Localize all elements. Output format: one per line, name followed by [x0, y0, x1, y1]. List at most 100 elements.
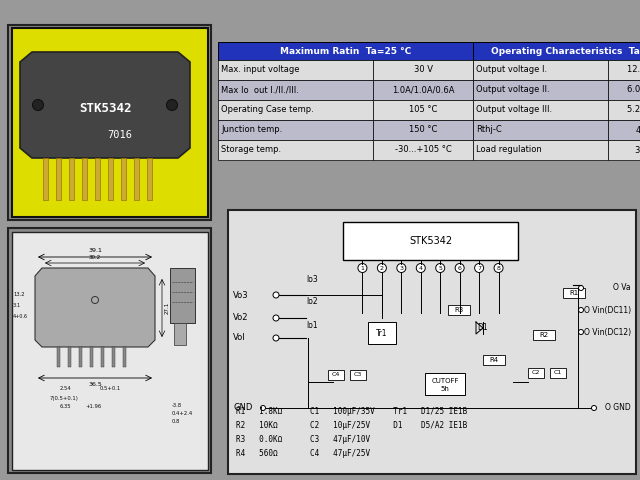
Bar	[134, 158, 138, 200]
Text: 5: 5	[438, 265, 442, 271]
Text: Max. input voltage: Max. input voltage	[221, 65, 300, 74]
Text: 5.25 ±0.1V: 5.25 ±0.1V	[627, 106, 640, 115]
Text: Vo2: Vo2	[233, 313, 248, 323]
Bar	[218, 80, 373, 100]
Bar	[42, 158, 47, 200]
Bar	[373, 140, 473, 160]
Text: Load regulation: Load regulation	[476, 145, 541, 155]
Text: Vo3: Vo3	[233, 290, 248, 300]
Text: R3   0.0KΩ      C3   47µF/10V: R3 0.0KΩ C3 47µF/10V	[236, 435, 370, 444]
Text: C4: C4	[332, 372, 340, 377]
Text: Maximum Ratin  Ta=25 °C: Maximum Ratin Ta=25 °C	[280, 47, 411, 56]
Bar	[533, 330, 555, 340]
Bar	[147, 158, 152, 200]
Text: GND: GND	[233, 404, 252, 412]
Bar	[218, 42, 473, 60]
Bar	[12, 28, 208, 217]
Bar	[608, 120, 640, 140]
Bar	[368, 322, 396, 344]
Text: STK5342: STK5342	[409, 236, 452, 246]
Text: Tr1: Tr1	[376, 328, 388, 337]
Bar	[228, 210, 636, 474]
Bar	[473, 120, 608, 140]
Bar	[483, 355, 505, 365]
Text: 36.5: 36.5	[88, 382, 102, 387]
Text: O Vin(DC12): O Vin(DC12)	[584, 327, 631, 336]
Circle shape	[416, 264, 425, 273]
Text: 8: 8	[497, 265, 500, 271]
Text: 6.00 ±0.2V: 6.00 ±0.2V	[627, 85, 640, 95]
Circle shape	[378, 264, 387, 273]
Text: R4: R4	[490, 357, 499, 363]
Bar	[473, 42, 640, 60]
Text: O GND: O GND	[605, 404, 631, 412]
Text: -30...+105 °C: -30...+105 °C	[395, 145, 451, 155]
Text: Operating Case temp.: Operating Case temp.	[221, 106, 314, 115]
Text: O Va: O Va	[613, 284, 631, 292]
Text: 0.5+0.1: 0.5+0.1	[100, 386, 121, 391]
Bar	[56, 347, 60, 367]
Text: 2.54: 2.54	[60, 386, 72, 391]
Bar	[608, 100, 640, 120]
Bar	[608, 80, 640, 100]
Text: 27.1: 27.1	[165, 302, 170, 314]
Text: 1: 1	[360, 265, 364, 271]
Bar	[350, 370, 366, 380]
Bar	[425, 373, 465, 395]
Text: 4+0.6: 4+0.6	[13, 314, 28, 319]
Circle shape	[579, 286, 584, 290]
Bar	[108, 158, 113, 200]
Bar	[79, 347, 81, 367]
Text: R1   1.8KΩ      C1   100µF/35V    Tr1   D1/25 IE1B: R1 1.8KΩ C1 100µF/35V Tr1 D1/25 IE1B	[236, 408, 467, 417]
Text: Io3: Io3	[306, 276, 317, 285]
Text: Storage temp.: Storage temp.	[221, 145, 281, 155]
Text: 150 °C: 150 °C	[409, 125, 437, 134]
Bar	[550, 368, 566, 378]
Bar	[95, 158, 99, 200]
Circle shape	[273, 335, 279, 341]
Circle shape	[455, 264, 464, 273]
Text: Max Io  out I./II./III.: Max Io out I./II./III.	[221, 85, 299, 95]
Bar	[218, 100, 373, 120]
Text: 12.0 ±0.2V: 12.0 ±0.2V	[627, 65, 640, 74]
Bar	[608, 60, 640, 80]
Bar	[328, 370, 344, 380]
Text: 4: 4	[419, 265, 423, 271]
Text: O Vin(DC11): O Vin(DC11)	[584, 305, 631, 314]
Bar	[174, 323, 186, 345]
Circle shape	[475, 264, 484, 273]
Text: Io2: Io2	[306, 298, 317, 307]
Circle shape	[436, 264, 445, 273]
Bar	[8, 228, 211, 473]
Bar	[218, 140, 373, 160]
Text: Vol: Vol	[233, 334, 246, 343]
Bar	[68, 158, 74, 200]
Text: 4.5C/W: 4.5C/W	[636, 125, 640, 134]
Text: D1: D1	[477, 324, 488, 333]
Bar	[218, 60, 373, 80]
Bar	[448, 305, 470, 315]
Text: Junction temp.: Junction temp.	[221, 125, 282, 134]
Circle shape	[273, 292, 279, 298]
Bar	[218, 120, 373, 140]
Bar	[528, 368, 544, 378]
Text: 30 V: 30 V	[413, 65, 433, 74]
Circle shape	[33, 99, 44, 110]
Bar	[90, 347, 93, 367]
Text: C2: C2	[532, 371, 540, 375]
Bar	[373, 120, 473, 140]
Circle shape	[358, 264, 367, 273]
Text: 0.8: 0.8	[172, 419, 180, 424]
Bar	[100, 347, 104, 367]
Bar	[373, 100, 473, 120]
Bar	[67, 347, 70, 367]
Bar	[473, 100, 608, 120]
Bar	[8, 25, 211, 220]
Text: C1: C1	[554, 371, 562, 375]
Text: Output voltage I.: Output voltage I.	[476, 65, 547, 74]
Text: 7(0.5+0.1): 7(0.5+0.1)	[50, 396, 79, 401]
Text: Operating Characteristics  Ta=25 °C: Operating Characteristics Ta=25 °C	[492, 47, 640, 56]
Bar	[12, 232, 208, 470]
Bar	[56, 158, 61, 200]
Circle shape	[166, 99, 177, 110]
